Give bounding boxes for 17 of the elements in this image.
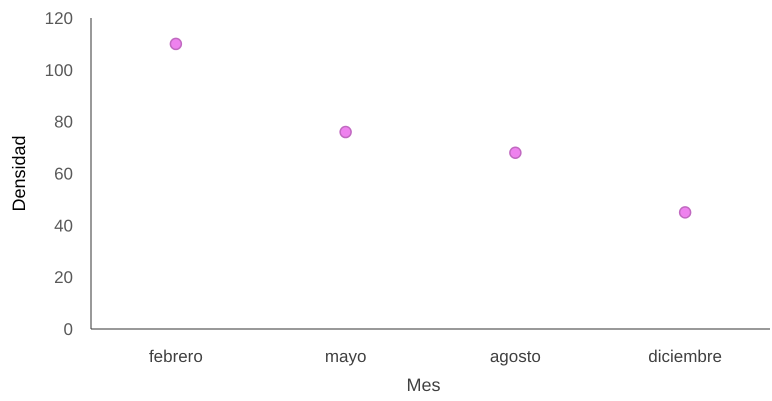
y-tick-label: 60 [54,164,73,184]
y-tick-label: 40 [54,216,73,236]
x-tick-label: agosto [490,347,541,366]
y-tick-label: 120 [44,8,73,28]
y-tick-label: 80 [54,112,73,132]
x-tick-label: mayo [324,347,366,366]
point [339,126,352,138]
y-tick-label: 0 [64,320,73,339]
point [678,206,692,219]
x-tick-label: diciembre [648,347,722,366]
y-tick-label: 20 [54,268,73,288]
y-tick-label: 100 [44,60,73,80]
point [170,38,182,50]
point [509,146,522,160]
y-axis-title: Densidad [9,135,29,212]
x-axis-title: Mes [406,375,441,395]
x-tick-label: febrero [148,347,203,366]
